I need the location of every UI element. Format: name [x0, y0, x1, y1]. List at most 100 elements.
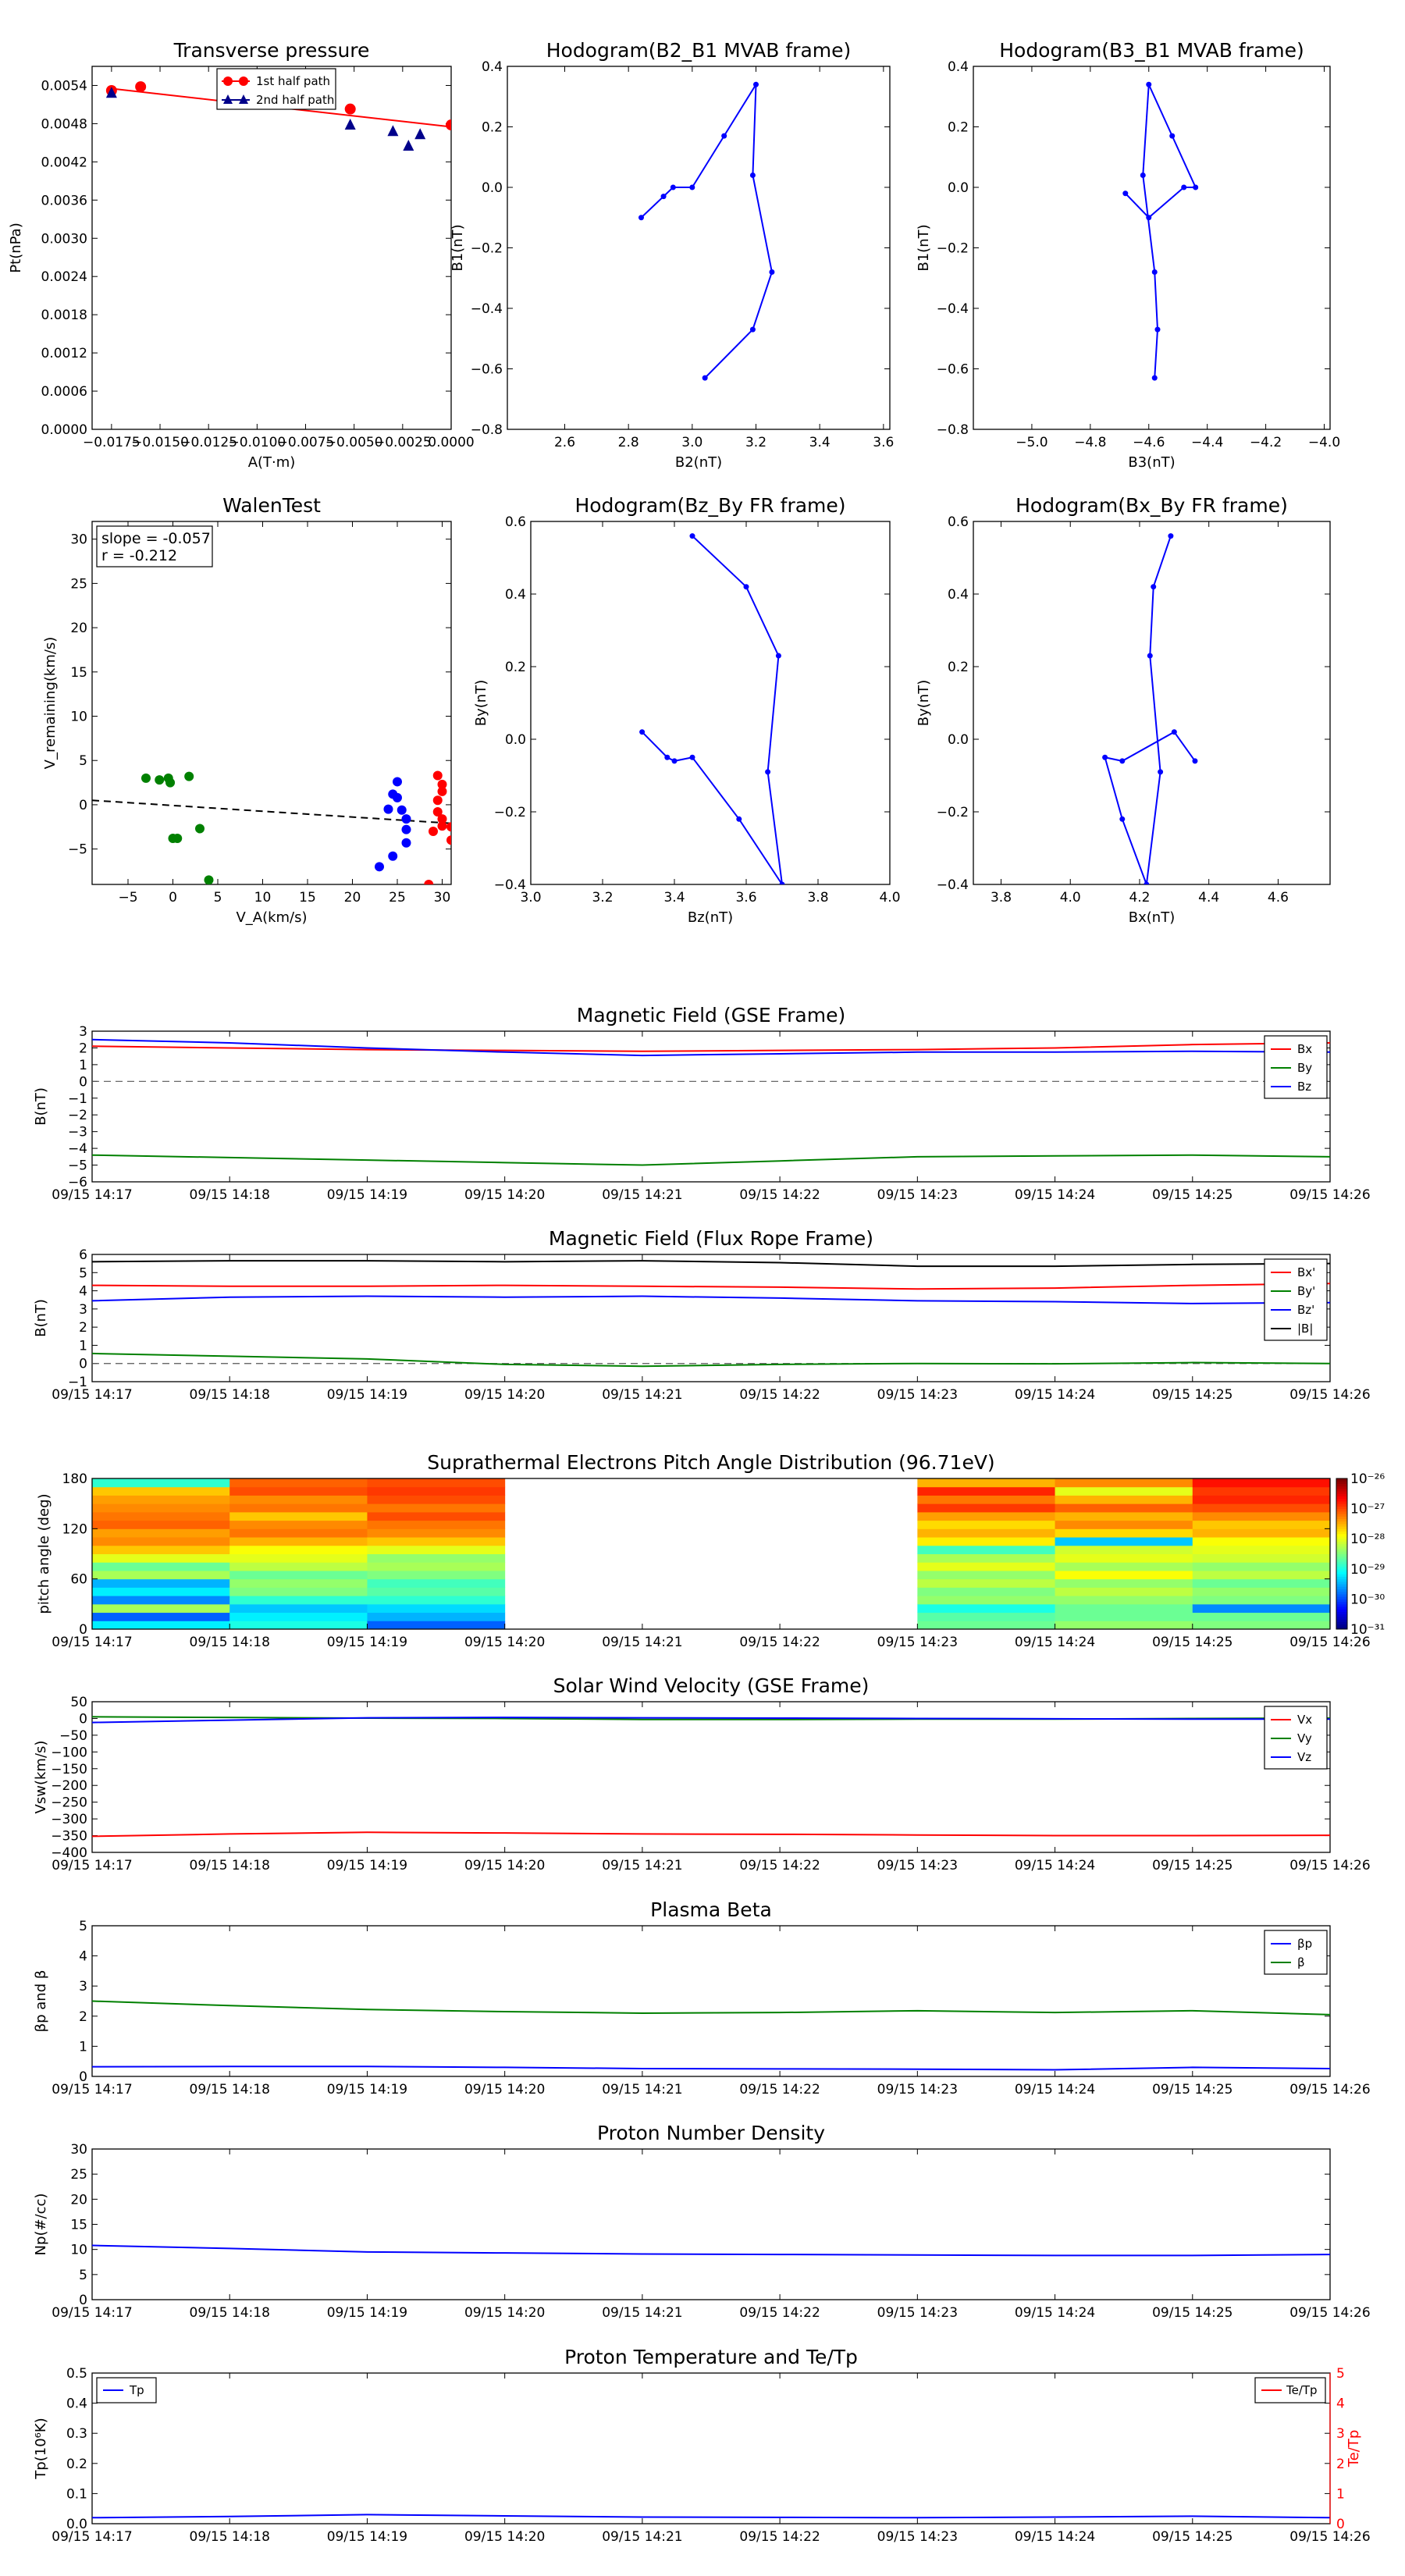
- series-line: [1104, 535, 1196, 884]
- data-point: [155, 775, 165, 785]
- plot-frame: [91, 66, 452, 430]
- y-tick-label: −1: [68, 1375, 87, 1390]
- data-point: [446, 822, 451, 832]
- data-point: [432, 807, 443, 817]
- x-tick-label: 4.0: [1060, 890, 1081, 906]
- heatmap-cell: [367, 1478, 506, 1488]
- plot-frame: [973, 521, 1331, 885]
- heatmap-cell: [92, 1587, 230, 1596]
- heatmap-cell: [367, 1570, 506, 1580]
- colorbar-segment: [1336, 1599, 1347, 1603]
- x-tick-label: 4.6: [1268, 890, 1289, 906]
- x-tick-label: 09/15 14:23: [877, 1858, 958, 1873]
- y-tick-label: 15: [70, 665, 87, 681]
- y-tick-label-right: 2: [1336, 2457, 1345, 2472]
- x-tick-label: −0.0100: [228, 435, 286, 450]
- data-point: [689, 533, 695, 539]
- y-tick-label: 0.0054: [41, 78, 87, 94]
- data-point: [135, 81, 147, 93]
- heatmap-cell: [1055, 1578, 1193, 1588]
- heatmap-cell: [92, 1570, 230, 1580]
- y-tick-label: −350: [51, 1829, 87, 1845]
- chart-walen_test: WalenTest −5 0 5 10 15 20 25 30 −5 0 5 10 15 20 25 30 V_r…: [42, 494, 452, 926]
- y-tick-label: 0.1: [66, 2486, 87, 2502]
- legend: Bx By Bz: [1264, 1035, 1328, 1099]
- x-tick-label: 0: [169, 890, 177, 906]
- legend-label: β: [1297, 1955, 1305, 1969]
- data-point: [1146, 215, 1152, 221]
- colorbar-segment: [1336, 1510, 1347, 1514]
- legend-left: Tp: [96, 2377, 157, 2403]
- y-tick-label: 0.6: [505, 514, 526, 530]
- y-tick-label: 5: [79, 753, 87, 769]
- heatmap-cell: [229, 1621, 368, 1630]
- x-tick-label: 09/15 14:25: [1152, 2529, 1232, 2545]
- colorbar-segment: [1336, 1593, 1347, 1597]
- y-tick-label: 0.2: [505, 660, 526, 675]
- x-tick-label: 09/15 14:20: [464, 1387, 545, 1403]
- data-point: [383, 804, 393, 814]
- heatmap-cell: [1055, 1603, 1193, 1614]
- x-tick-label: 09/15 14:20: [464, 1187, 545, 1203]
- chart-title: Plasma Beta: [650, 1898, 772, 1921]
- heatmap-cell: [229, 1520, 368, 1529]
- x-tick-label: 09/15 14:24: [1015, 1387, 1095, 1403]
- y-tick-label: 0.0030: [41, 231, 87, 247]
- colorbar-segment: [1336, 1621, 1347, 1625]
- x-tick-label: 09/15 14:20: [464, 1858, 545, 1873]
- chart-title: Hodogram(Bx_By FR frame): [1016, 494, 1288, 517]
- y-tick-label: 0.2: [948, 120, 969, 136]
- heatmap-cell: [367, 1587, 506, 1596]
- data-point: [141, 773, 151, 783]
- colorbar-segment: [1336, 1546, 1347, 1550]
- y-tick-label: 15: [70, 2218, 87, 2233]
- heatmap-cell: [1055, 1570, 1193, 1580]
- y-tick-label: 4: [79, 1949, 87, 1965]
- heatmap-cell: [92, 1603, 230, 1614]
- y-tick-label: −3: [68, 1125, 87, 1140]
- x-tick-label: 09/15 14:19: [327, 1387, 407, 1403]
- legend-marker: [239, 76, 248, 86]
- y-axis-label: By(nT): [473, 680, 489, 726]
- x-tick-label: 09/15 14:19: [327, 2082, 407, 2097]
- chart-hodogram_bz_by: Hodogram(Bz_By FR frame) −0.4 −0.2 0.0 0.2 0.…: [473, 494, 901, 926]
- x-tick-label: 5: [214, 890, 222, 906]
- x-tick-label: 09/15 14:26: [1289, 1187, 1370, 1203]
- y-tick-label: 6: [79, 1247, 87, 1263]
- data-point: [1171, 729, 1177, 735]
- y-tick-label: −5: [68, 1158, 87, 1174]
- plot-area: [1122, 81, 1199, 381]
- colorbar-segment: [1336, 1518, 1347, 1522]
- colorbar-segment: [1336, 1584, 1347, 1587]
- heatmap-cell: [229, 1486, 368, 1496]
- chart-hodogram_b3_b1: Hodogram(B3_B1 MVAB frame) −0.8 −0.6 −0.4 −0…: [916, 39, 1340, 471]
- heatmap-cell: [1192, 1511, 1331, 1521]
- colorbar-segment: [1336, 1603, 1347, 1607]
- y-tick-label: −100: [51, 1745, 87, 1760]
- colorbar-segment: [1336, 1528, 1347, 1532]
- plot-frame: [91, 1925, 1331, 2077]
- colorbar-label: 10⁻²⁸: [1350, 1532, 1385, 1547]
- colorbar-segment: [1336, 1581, 1347, 1585]
- plot-area: [638, 81, 775, 381]
- data-point: [424, 880, 434, 884]
- x-tick-label: 09/15 14:17: [52, 2529, 132, 2545]
- plot-frame: [91, 1030, 1331, 1183]
- x-tick-label: 09/15 14:22: [739, 1387, 820, 1403]
- colorbar-segment: [1336, 1523, 1347, 1527]
- x-tick-label: 09/15 14:18: [190, 1387, 270, 1403]
- data-point: [638, 215, 644, 221]
- colorbar-segment: [1336, 1558, 1347, 1562]
- heatmap-cell: [367, 1511, 506, 1521]
- x-tick-label: 09/15 14:26: [1289, 1635, 1370, 1650]
- chart-title: Hodogram(B3_B1 MVAB frame): [999, 39, 1304, 62]
- x-tick-label: 09/15 14:24: [1015, 2082, 1095, 2097]
- colorbar: 10⁻²⁶ 10⁻²⁷ 10⁻²⁸ 10⁻²⁹ 10⁻³⁰ 10⁻³¹: [1336, 1471, 1385, 1638]
- data-point: [388, 851, 398, 861]
- heatmap-cell: [367, 1553, 506, 1563]
- x-tick-label: 09/15 14:17: [52, 2305, 132, 2321]
- heatmap-cell: [1055, 1511, 1193, 1521]
- x-tick-label: 09/15 14:19: [327, 1858, 407, 1873]
- x-tick-label: 09/15 14:17: [52, 2082, 132, 2097]
- y-tick-label-right: 5: [1336, 2366, 1345, 2382]
